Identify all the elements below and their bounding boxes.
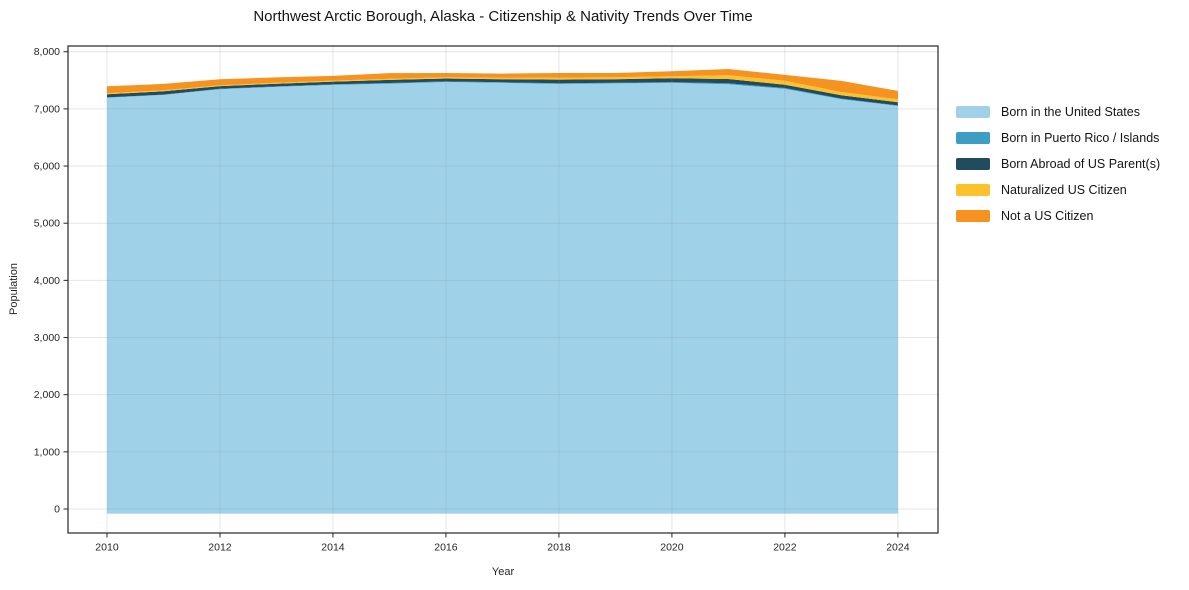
legend-label: Born in Puerto Rico / Islands [1001,131,1160,145]
y-tick-label: 0 [54,503,60,515]
x-tick-label: 2016 [434,542,458,554]
x-tick-label: 2012 [208,542,232,554]
legend-item-4: Not a US Citizen [956,203,1160,229]
area-series-4 [107,69,898,100]
legend-label: Born Abroad of US Parent(s) [1001,157,1161,171]
x-tick-label: 2020 [660,542,684,554]
area-series-3 [107,75,898,103]
x-tick-label: 2010 [95,542,119,554]
legend-label: Not a US Citizen [1001,209,1094,223]
x-axis-label: Year [491,566,515,578]
legend-swatch-icon [956,132,990,144]
legend-label: Naturalized US Citizen [1001,183,1127,197]
area-series-0 [107,82,898,514]
legend-item-0: Born in the United States [956,99,1160,125]
x-tick-label: 2018 [547,542,571,554]
x-tick-label: 2022 [773,542,797,554]
x-tick-label: 2014 [321,542,345,554]
legend-item-1: Born in Puerto Rico / Islands [956,125,1160,151]
legend: Born in the United States Born in Puerto … [956,99,1160,229]
plot-border [67,45,939,534]
legend-swatch-icon [956,106,990,118]
y-tick-label: 8,000 [34,46,60,58]
y-axis-label: Population [8,263,20,315]
y-tick-label: 2,000 [34,389,60,401]
legend-swatch-icon [956,158,990,170]
y-tick-label: 7,000 [34,103,60,115]
legend-item-2: Born Abroad of US Parent(s) [956,151,1160,177]
y-tick-label: 3,000 [34,332,60,344]
chart-title: Northwest Arctic Borough, Alaska - Citiz… [253,8,753,25]
y-tick-label: 6,000 [34,161,60,173]
legend-item-3: Naturalized US Citizen [956,177,1160,203]
legend-label: Born in the United States [1001,105,1140,119]
area-series-2 [107,78,898,106]
y-tick-label: 5,000 [34,218,60,230]
y-tick-label: 4,000 [34,275,60,287]
x-tick-label: 2024 [886,542,910,554]
y-tick-label: 1,000 [34,446,60,458]
legend-swatch-icon [956,210,990,222]
legend-swatch-icon [956,184,990,196]
